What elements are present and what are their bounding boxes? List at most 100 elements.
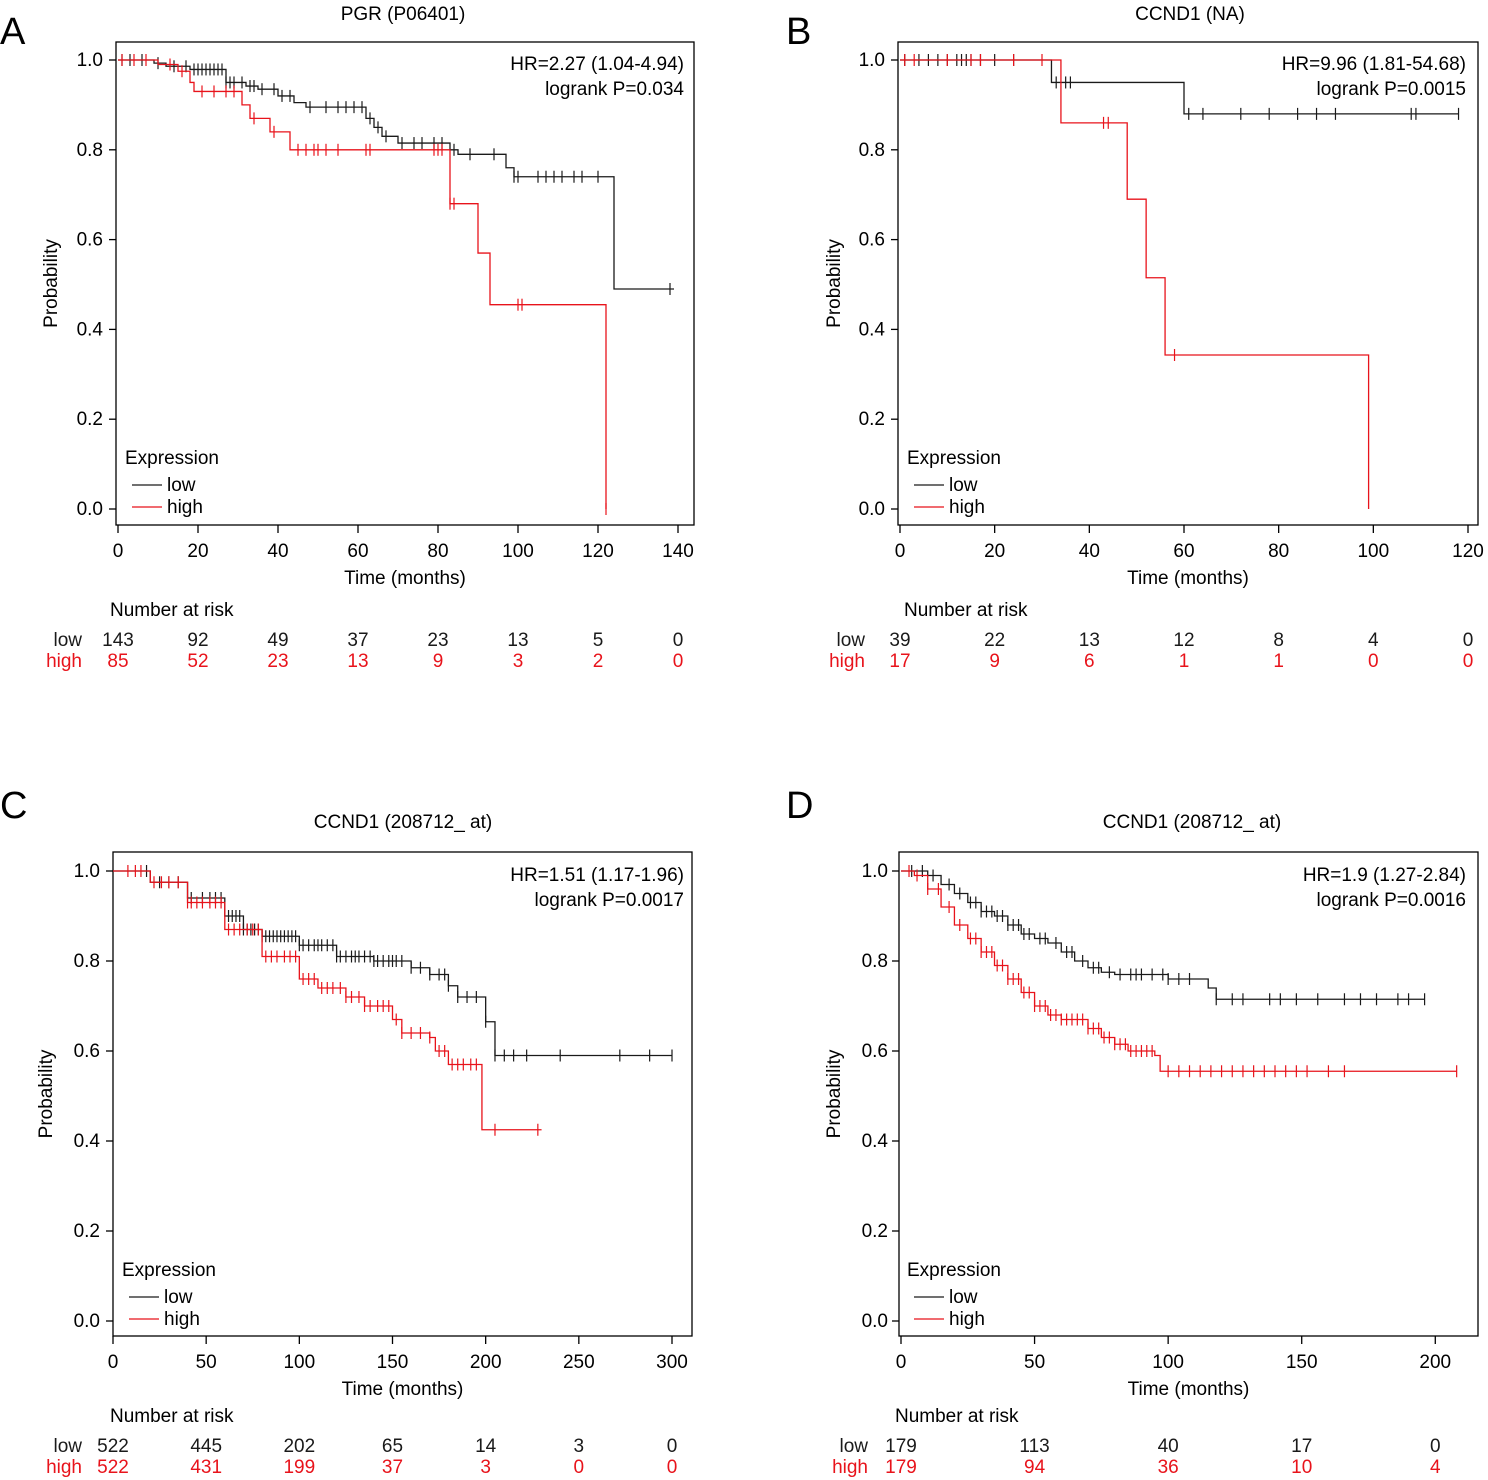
legend-label-low: low (949, 475, 978, 496)
legend-label-low: low (949, 1287, 978, 1308)
risk-value-high: 4 (1430, 1457, 1441, 1478)
risk-row-label-low: low (836, 630, 865, 651)
y-tick-label: 0.4 (859, 319, 886, 340)
legend-title: Expression (907, 448, 1001, 469)
survival-curve-low (118, 59, 674, 290)
y-tick-label: 0.6 (77, 230, 103, 251)
x-tick-label: 0 (108, 1352, 119, 1373)
risk-value-low: 113 (1019, 1436, 1049, 1457)
x-tick-label: 120 (582, 541, 614, 562)
risk-value-low: 92 (187, 630, 208, 651)
x-tick-label: 80 (1268, 541, 1289, 562)
survival-curve-high (900, 59, 1370, 509)
legend-label-high: high (949, 1309, 985, 1330)
x-tick-label: 120 (1452, 541, 1484, 562)
legend-label-high: high (167, 497, 203, 518)
x-tick-label: 200 (470, 1352, 502, 1373)
hazard-ratio-label: HR=2.27 (1.04-4.94) (510, 54, 684, 75)
risk-value-high: 0 (667, 1457, 678, 1478)
risk-value-high: 9 (989, 651, 1000, 672)
x-tick-label: 100 (502, 541, 534, 562)
y-tick-label: 0.4 (74, 1131, 101, 1152)
x-tick-label: 20 (984, 541, 1005, 562)
risk-table: Number at risklowhigh1791791139440361710… (832, 1406, 1441, 1478)
survival-curve-low (901, 870, 1425, 1000)
y-tick-label: 0.0 (77, 499, 103, 520)
y-tick-label: 1.0 (74, 861, 100, 882)
y-tick-label: 0.8 (77, 140, 103, 161)
chart-panel-c: C CCND1 (208712_ at)0 50 100 150 200 250 3000.0… (0, 785, 693, 1478)
risk-table-title: Number at risk (904, 600, 1028, 621)
y-axis-label: Probability (824, 1049, 845, 1138)
survival-curve-high (113, 870, 542, 1131)
series-high (901, 865, 1458, 1078)
risk-value-low: 37 (347, 630, 368, 651)
y-tick-label: 1.0 (859, 50, 885, 71)
risk-value-high: 36 (1158, 1457, 1179, 1478)
risk-value-high: 94 (1024, 1457, 1046, 1478)
x-axis-label: Time (months) (344, 568, 466, 589)
hazard-ratio-label: HR=1.51 (1.17-1.96) (510, 865, 684, 886)
legend-label-high: high (164, 1309, 200, 1330)
panel-letter: B (786, 11, 811, 53)
x-tick-label: 50 (1024, 1352, 1045, 1373)
risk-value-high: 13 (347, 651, 368, 672)
plot-frame (115, 41, 695, 526)
y-tick-label: 0.6 (859, 230, 885, 251)
risk-value-high: 9 (433, 651, 444, 672)
y-tick-label: 0.6 (862, 1041, 888, 1062)
risk-value-high: 1 (1179, 651, 1190, 672)
y-tick-label: 0.4 (77, 319, 104, 340)
x-tick-label: 0 (895, 541, 906, 562)
plot-frame (112, 851, 693, 1337)
y-tick-label: 0.2 (77, 409, 103, 430)
panel-letter: C (0, 785, 27, 827)
risk-value-high: 3 (480, 1457, 491, 1478)
series-low (118, 54, 674, 295)
risk-value-low: 3 (574, 1436, 585, 1457)
risk-table-title: Number at risk (110, 1406, 234, 1427)
risk-value-high: 1 (1273, 651, 1284, 672)
x-axis-label: Time (months) (342, 1379, 464, 1400)
x-tick-label: 200 (1419, 1352, 1451, 1373)
risk-value-high: 2 (593, 651, 604, 672)
risk-value-low: 0 (1430, 1436, 1441, 1457)
logrank-p-label: logrank P=0.0016 (1317, 890, 1466, 911)
risk-table-title: Number at risk (895, 1406, 1019, 1427)
risk-value-low: 202 (283, 1436, 315, 1457)
risk-value-low: 0 (1463, 630, 1474, 651)
risk-value-low: 13 (1079, 630, 1100, 651)
risk-value-high: 179 (885, 1457, 917, 1478)
x-axis-label: Time (months) (1128, 1379, 1250, 1400)
y-axis-label: Probability (41, 239, 62, 328)
risk-value-low: 179 (885, 1436, 917, 1457)
risk-row-label-low: low (53, 1436, 82, 1457)
y-axis-label: Probability (824, 239, 845, 328)
x-tick-label: 0 (113, 541, 124, 562)
risk-value-high: 23 (267, 651, 288, 672)
risk-value-low: 65 (382, 1436, 403, 1457)
series-high (113, 865, 542, 1136)
hazard-ratio-label: HR=9.96 (1.81-54.68) (1282, 54, 1466, 75)
logrank-p-label: logrank P=0.0017 (535, 890, 684, 911)
x-tick-label: 150 (1286, 1352, 1318, 1373)
y-tick-label: 0.8 (74, 951, 100, 972)
risk-value-low: 522 (97, 1436, 129, 1457)
risk-value-high: 0 (574, 1457, 585, 1478)
x-tick-label: 60 (1173, 541, 1194, 562)
x-tick-label: 100 (283, 1352, 315, 1373)
y-axis-label: Probability (36, 1049, 57, 1138)
panel-letter: D (786, 785, 813, 827)
legend-title: Expression (907, 1260, 1001, 1281)
x-tick-label: 20 (187, 541, 208, 562)
risk-row-label-high: high (46, 651, 82, 672)
risk-value-low: 12 (1173, 630, 1194, 651)
panel-letter: A (0, 11, 26, 53)
risk-value-high: 37 (382, 1457, 403, 1478)
y-tick-label: 1.0 (862, 861, 888, 882)
plot-frame (898, 851, 1479, 1337)
risk-value-low: 14 (475, 1436, 497, 1457)
x-tick-label: 50 (196, 1352, 217, 1373)
